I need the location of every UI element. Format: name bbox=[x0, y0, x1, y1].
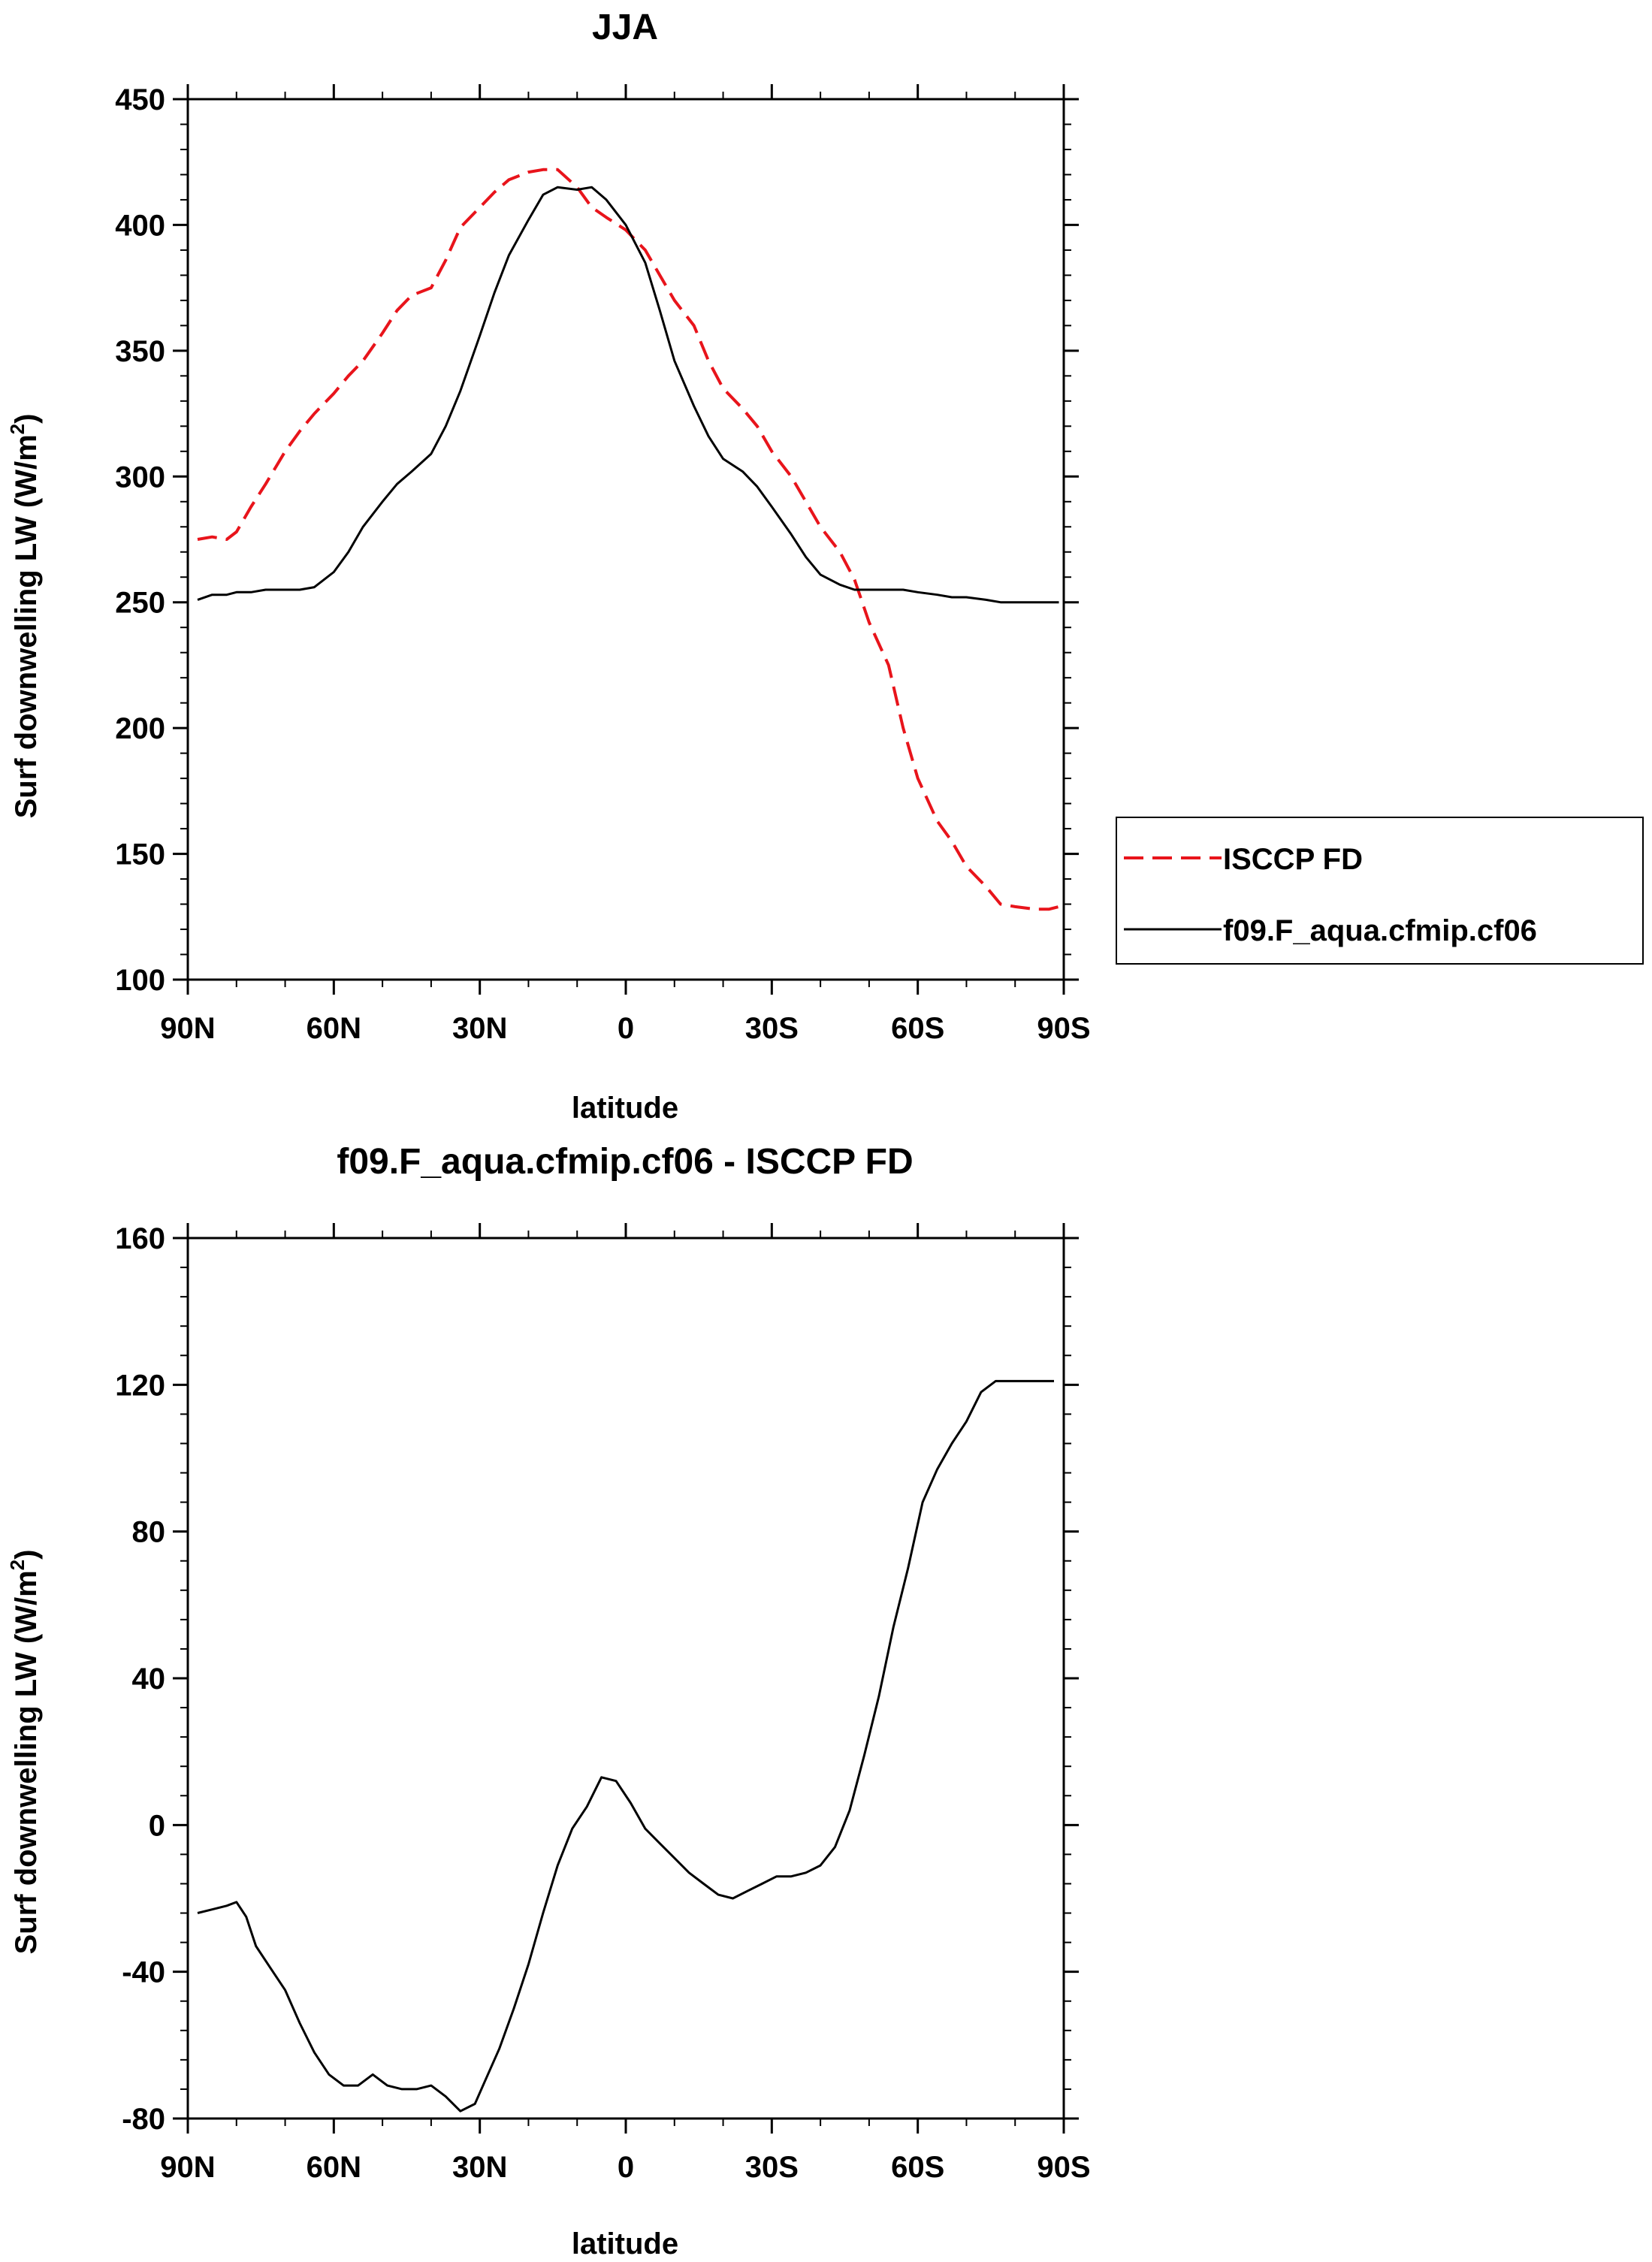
top-x-tick-label: 30S bbox=[745, 1012, 799, 1045]
top-y-tick-label: 350 bbox=[115, 335, 165, 368]
top-x-tick-label: 90N bbox=[160, 1012, 215, 1045]
bottom-x-tick-label: 30S bbox=[745, 2151, 799, 2184]
bottom-y-axis-label: Surf downwelling LW (W/m2) bbox=[6, 1550, 43, 1955]
bottom-x-tick-label: 60N bbox=[307, 2151, 361, 2184]
bottom-y-tick-label: -40 bbox=[122, 1956, 165, 1989]
legend: ISCCP FD f09.F_aqua.cfmip.cf06 bbox=[1116, 817, 1644, 965]
bottom-y-tick-label: 120 bbox=[115, 1369, 165, 1402]
top-y-axis-label: Surf downwelling LW (W/m2) bbox=[6, 414, 43, 819]
top-series-line-1 bbox=[197, 186, 1059, 604]
legend-label-isccp-fd: ISCCP FD bbox=[1223, 843, 1363, 876]
bottom-x-axis-label: latitude bbox=[572, 2227, 678, 2260]
legend-label-model: f09.F_aqua.cfmip.cf06 bbox=[1223, 914, 1537, 947]
bottom-x-tick-label: 90N bbox=[160, 2151, 215, 2184]
top-x-tick-label: 0 bbox=[618, 1012, 634, 1045]
bottom-y-axis-label-main: Surf downwelling LW (W/m bbox=[10, 1570, 43, 1954]
top-y-axis-label-main: Surf downwelling LW (W/m bbox=[10, 434, 43, 818]
bottom-series-group bbox=[197, 1379, 1054, 2113]
legend-box bbox=[1116, 817, 1644, 965]
top-x-axis-label: latitude bbox=[572, 1092, 678, 1125]
top-y-tick-label: 400 bbox=[115, 209, 165, 242]
top-y-tick-label: 150 bbox=[115, 838, 165, 871]
bottom-y-tick-label: -80 bbox=[122, 2103, 165, 2136]
bottom-x-tick-label: 60S bbox=[891, 2151, 944, 2184]
bottom-y-tick-label: 40 bbox=[132, 1663, 166, 1696]
top-y-tick-label: 250 bbox=[115, 587, 165, 620]
top-y-tick-label: 200 bbox=[115, 712, 165, 745]
top-x-tick-label: 60N bbox=[307, 1012, 361, 1045]
top-y-axis-label-tail: ) bbox=[10, 414, 43, 424]
top-x-tick-label: 60S bbox=[891, 1012, 944, 1045]
top-chart-title: JJA bbox=[592, 8, 658, 47]
bottom-y-tick-label: 160 bbox=[115, 1222, 165, 1255]
bottom-x-tick-label: 0 bbox=[618, 2151, 634, 2184]
top-y-tick-label: 450 bbox=[115, 83, 165, 116]
top-x-tick-label: 90S bbox=[1037, 1012, 1090, 1045]
bottom-y-axis-label-tail: ) bbox=[10, 1550, 43, 1560]
top-series-line-0 bbox=[197, 168, 1059, 911]
bottom-plot-frame bbox=[186, 1237, 1065, 2120]
top-axes: 100 150 200 250 300 350 400 450 90N 60N 30N 0 30S 60S… bbox=[115, 83, 1090, 1045]
bottom-x-tick-label: 30N bbox=[452, 2151, 507, 2184]
bottom-y-tick-label: 0 bbox=[149, 1809, 165, 1842]
bottom-panel: f09.F_aqua.cfmip.cf06 - ISCCP FD -80 -40 0… bbox=[6, 1142, 1091, 2260]
top-y-tick-label: 100 bbox=[115, 964, 165, 997]
bottom-chart-title: f09.F_aqua.cfmip.cf06 - ISCCP FD bbox=[337, 1142, 913, 1182]
bottom-x-tick-label: 90S bbox=[1037, 2151, 1090, 2184]
top-y-axis-label-superscript: 2 bbox=[6, 424, 29, 434]
bottom-y-axis-label-superscript: 2 bbox=[6, 1560, 29, 1570]
top-series-group bbox=[197, 168, 1059, 911]
top-panel: JJA 100 150 200 250 300 350 400 450 90N 60N 30N 0 30… bbox=[6, 8, 1091, 1125]
top-y-tick-label: 300 bbox=[115, 461, 165, 494]
top-x-tick-label: 30N bbox=[452, 1012, 507, 1045]
bottom-axes: -80 -40 0 40 80 120 160 90N 60N 30N 0 30S 60S 90S bbox=[115, 1222, 1090, 2184]
bottom-series-line-0 bbox=[197, 1379, 1054, 2113]
bottom-y-tick-label: 80 bbox=[132, 1516, 166, 1549]
